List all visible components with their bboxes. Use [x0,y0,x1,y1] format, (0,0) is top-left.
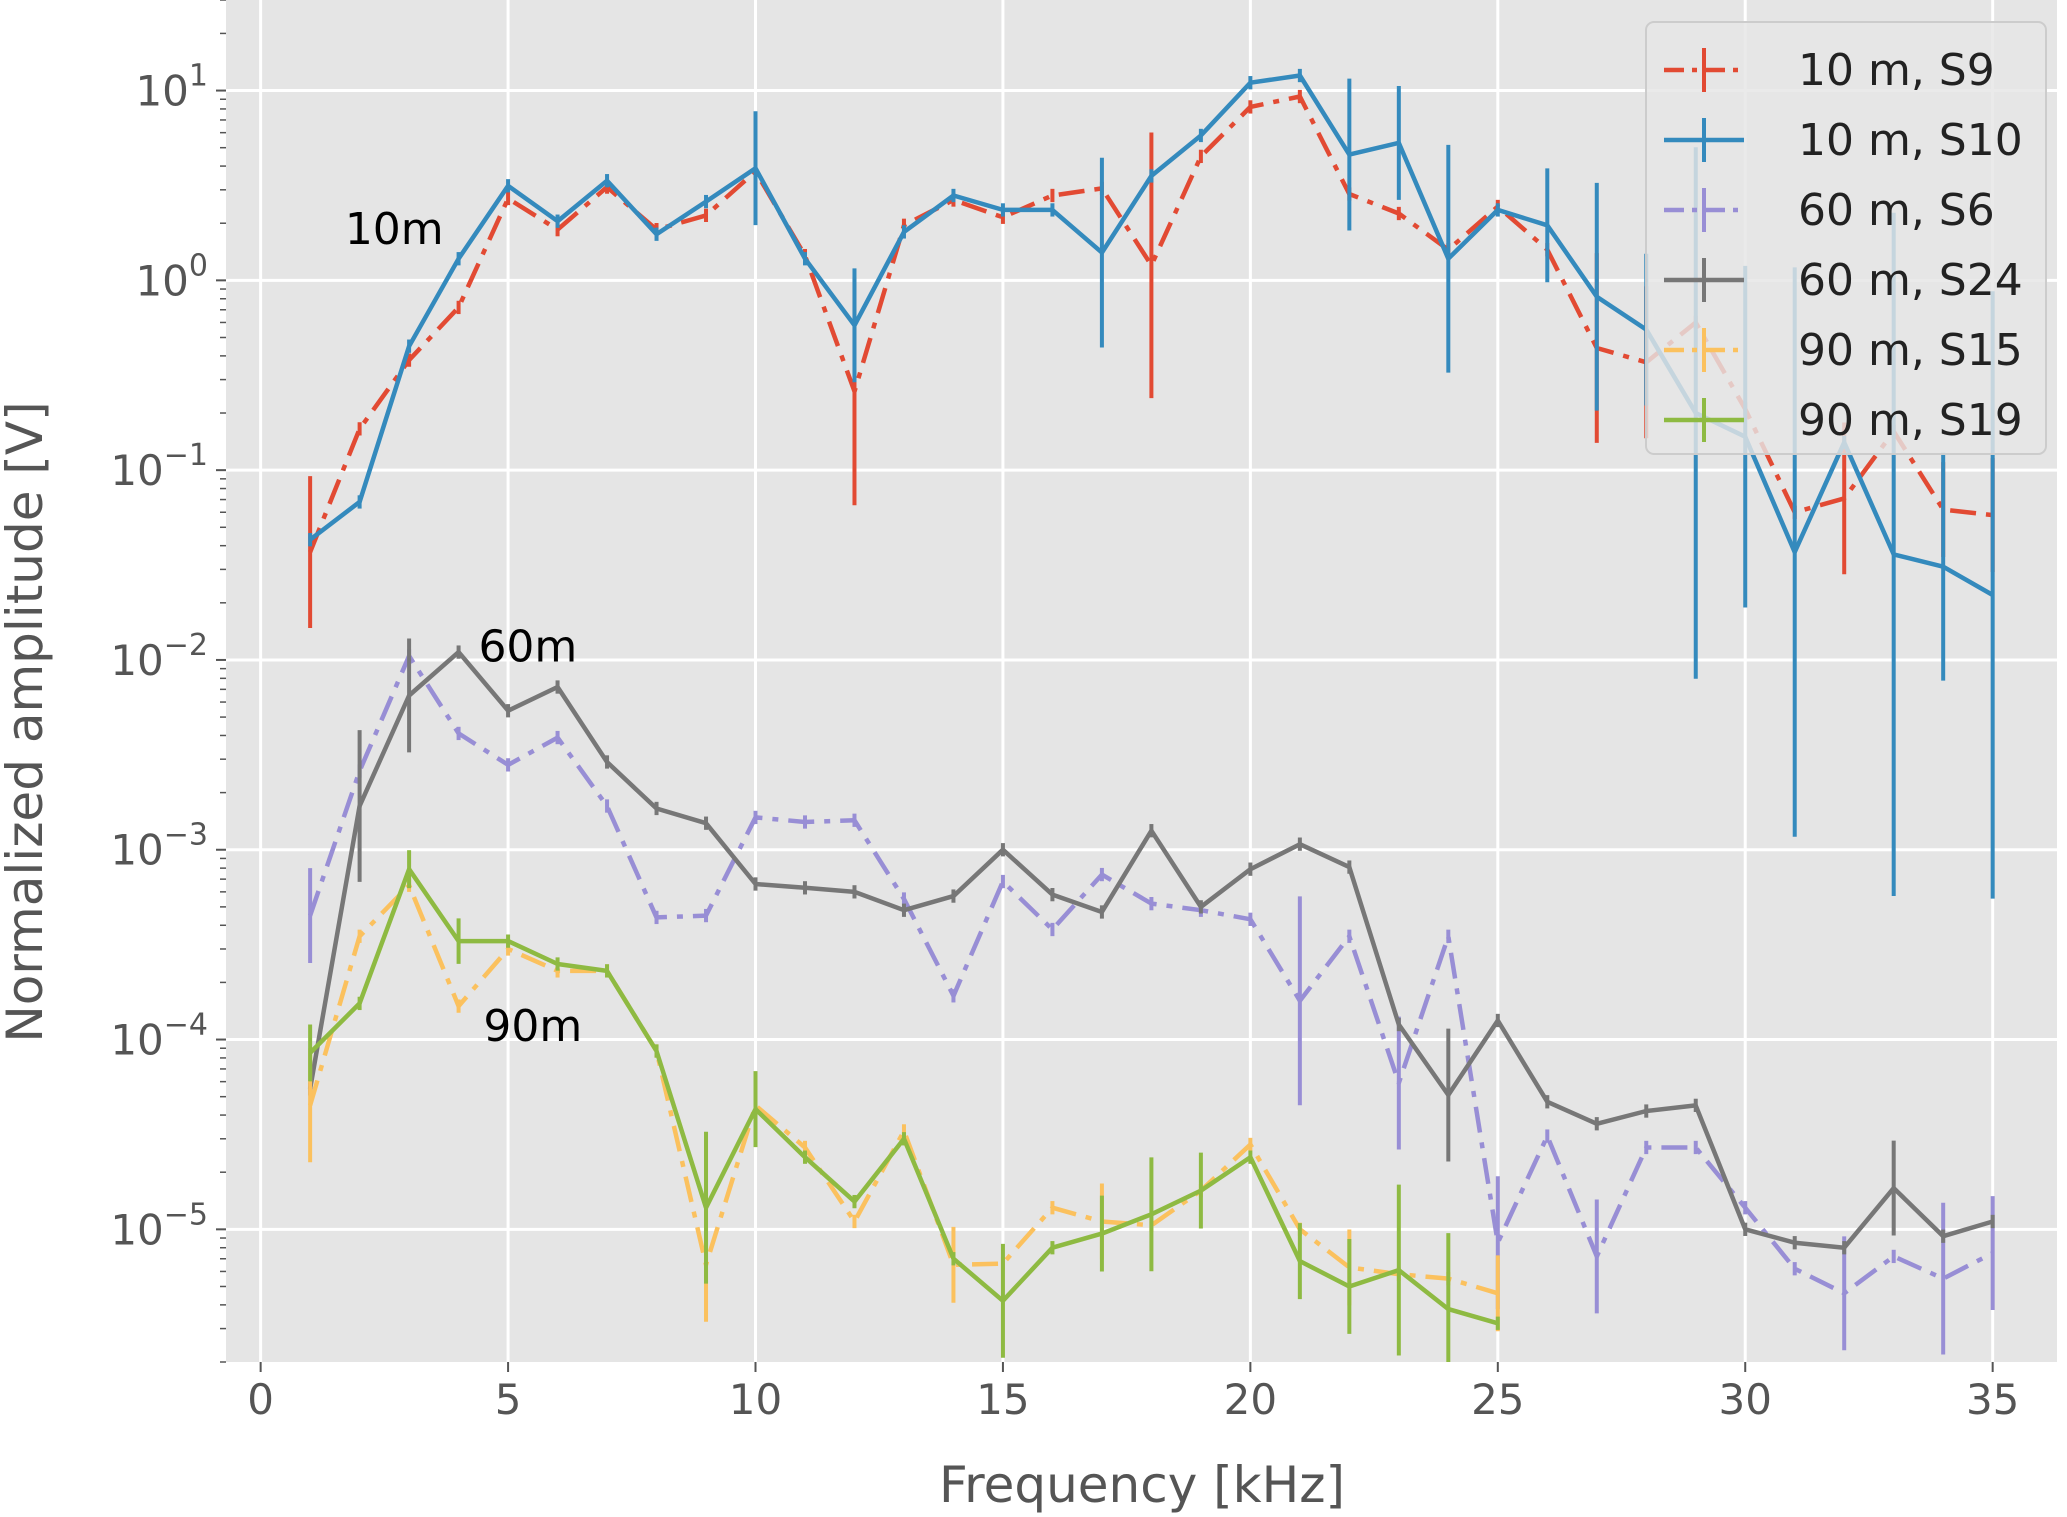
legend-label: 10 m, S10 [1798,115,2023,166]
x-tick-label: 15 [976,1375,1029,1424]
legend: 10 m, S9 10 m, S10 60 m, S6 60 m, S24 90 m, … [1645,21,2047,455]
annotations: 10m 60m 90m [345,204,582,1052]
x-axis: 0 5 10 15 20 25 30 35 [247,1362,2019,1424]
y-tick-label: 101 [135,59,208,116]
annotation-label: 10m [345,204,444,255]
annotation-label: 60m [478,622,577,673]
y-axis-title: Normalized amplitude [V] [0,401,54,1042]
series-6 [308,850,1500,1362]
legend-label: 60 m, S6 [1798,185,1995,236]
y-tick-label: 10−4 [110,1008,208,1065]
x-tick-label: 10 [729,1375,782,1424]
x-tick-label: 0 [247,1375,274,1424]
x-tick-label: 20 [1224,1375,1277,1424]
x-axis-title: Frequency [kHz] [939,1456,1345,1514]
y-tick-label: 10−2 [110,628,208,685]
legend-box [1645,21,2047,455]
series-4 [307,638,1995,1255]
x-tick-label: 5 [495,1375,522,1424]
x-tick-label: 30 [1719,1375,1772,1424]
y-axis: 101 100 10−1 10−2 10−3 10−4 10−5 [110,0,226,1363]
legend-label: 60 m, S24 [1798,255,2023,306]
legend-label: 10 m, S9 [1798,45,1995,96]
x-tick-label: 25 [1471,1375,1524,1424]
annotation-label: 90m [483,1001,582,1052]
y-tick-label: 10−5 [110,1197,208,1254]
x-tick-label: 35 [1966,1375,2019,1424]
y-tick-label: 10−3 [110,818,208,875]
legend-label: 90 m, S15 [1798,325,2023,376]
series-3 [307,649,1995,1355]
legend-label: 90 m, S19 [1798,395,2023,446]
y-tick-label: 100 [135,248,208,305]
y-tick-label: 10−1 [110,438,208,495]
